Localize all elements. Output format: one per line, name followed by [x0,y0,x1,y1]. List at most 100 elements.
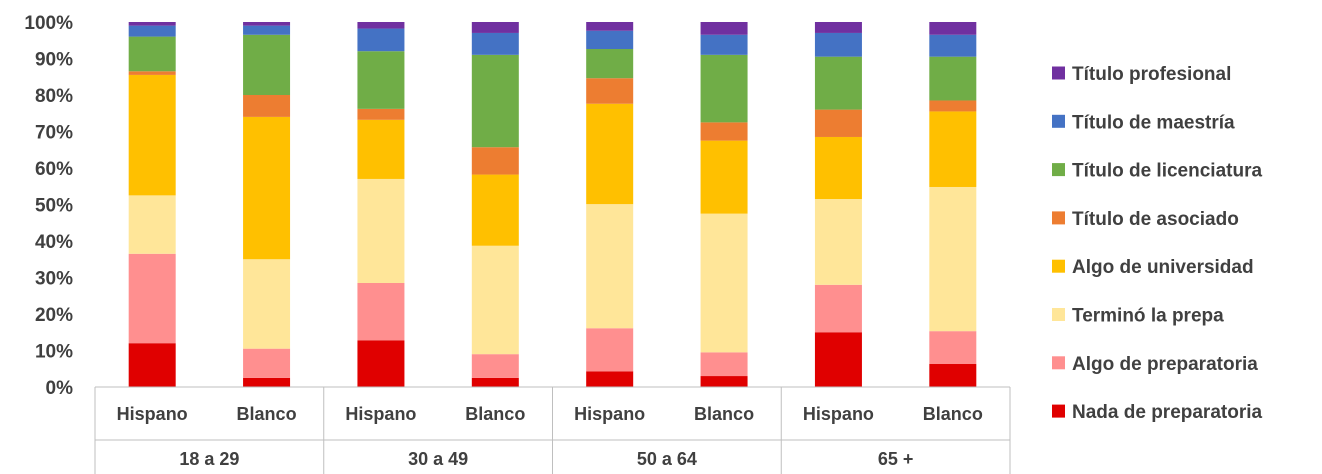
bar-segment [586,49,634,79]
bar-segment [814,284,862,333]
y-axis: 0% 10% 20% 30% 40% 50% 60% 70% 80% 90% 100% [24,13,73,399]
bar-segment [586,78,634,104]
bar-segment [929,111,977,187]
bar-stack [471,22,519,387]
bar-segment [700,140,748,214]
bar-segment [128,195,176,254]
y-tick-label: 90% [35,50,73,71]
bar-segment [357,178,405,283]
legend-swatch [1052,66,1065,80]
legend-swatch [1052,259,1065,273]
bar-segment [586,30,634,50]
bar-segment [814,56,862,110]
x-category-label: Hispano [345,404,416,424]
x-category-label: Blanco [237,404,297,424]
bar-segment [128,71,176,75]
bar-stack [243,22,291,387]
bar-segment [243,116,291,260]
x-category-label: Hispano [117,404,188,424]
legend-item: Algo de preparatoria [1052,354,1258,375]
bar-stack [128,22,176,387]
bar-segment [586,103,634,205]
legend-item: Nada de preparatoria [1052,402,1262,423]
bar-segment [128,74,176,196]
y-tick-label: 30% [35,269,73,290]
bar-segment [357,108,405,120]
bar-segment [586,328,634,372]
bar-segment [128,343,176,387]
legend: Título profesional Título de maestría Títu… [1052,64,1262,423]
bar-segment [471,354,519,378]
legend-swatch [1052,163,1065,177]
bar-segment [128,253,176,344]
bar-segment [929,364,977,387]
bar-stack [929,22,977,387]
bar-stack [700,22,748,387]
bar-segment [814,22,862,33]
bar-segment [357,282,405,341]
bar-segment [700,34,748,55]
bar-segment [700,122,748,141]
bar-stack [586,22,634,387]
bar-segment [471,22,519,33]
bar-segment [929,186,977,332]
bar-segment [471,174,519,246]
bar-segment [243,22,291,26]
bar-segment [471,147,519,175]
bar-segment [700,213,748,353]
bar-segment [243,259,291,349]
bar-segment [929,34,977,57]
y-tick-label: 20% [35,305,73,326]
y-tick-label: 0% [46,378,74,399]
bar-segment [357,28,405,52]
bar-segment [243,25,291,35]
bar-segment [814,332,862,387]
bar-segment [700,22,748,35]
bar-segment [128,36,176,72]
bar-segment [700,376,748,387]
bar-segment [243,348,291,378]
legend-swatch [1052,356,1065,370]
bar-segment [586,371,634,387]
legend-item: Título de asociado [1052,209,1239,230]
legend-label: Título de licenciatura [1072,161,1262,182]
legend-label: Nada de preparatoria [1072,402,1262,423]
y-tick-label: 10% [35,342,73,363]
x-group-label: 30 a 49 [408,449,468,469]
x-category-label: Hispano [574,404,645,424]
x-group-label: 18 a 29 [179,449,239,469]
bar-segment [357,119,405,179]
y-tick-label: 80% [35,86,73,107]
y-tick-label: 60% [35,159,73,180]
y-tick-label: 100% [24,13,73,34]
legend-swatch [1052,308,1065,321]
bar-segment [357,51,405,109]
bar-segment [471,245,519,355]
bar-segment [471,32,519,55]
y-tick-label: 40% [35,232,73,253]
bar-segment [814,109,862,137]
legend-swatch [1052,114,1065,128]
bar-segment [471,377,519,387]
bar-segment [814,32,862,57]
bar-segment [700,54,748,123]
bar-segment [357,22,405,29]
legend-label: Título profesional [1072,64,1231,85]
bar-segment [929,22,977,35]
bar-segment [243,95,291,117]
legend-swatch [1052,211,1065,225]
legend-label: Algo de preparatoria [1072,354,1258,375]
bar-segment [929,100,977,112]
bar-segment [128,22,176,26]
bar-segment [814,199,862,285]
bar-segment [700,352,748,377]
x-group-label: 50 a 64 [637,449,697,469]
x-axis: Hispano Blanco Hispano Blanco Hispano Blanco H… [94,386,1011,474]
legend-item: Título de licenciatura [1052,161,1262,182]
x-category-label: Blanco [923,404,983,424]
legend-label: Título de asociado [1072,209,1239,230]
x-group-label: 65 + [878,449,914,469]
y-tick-label: 50% [35,196,73,217]
bars [128,22,977,387]
